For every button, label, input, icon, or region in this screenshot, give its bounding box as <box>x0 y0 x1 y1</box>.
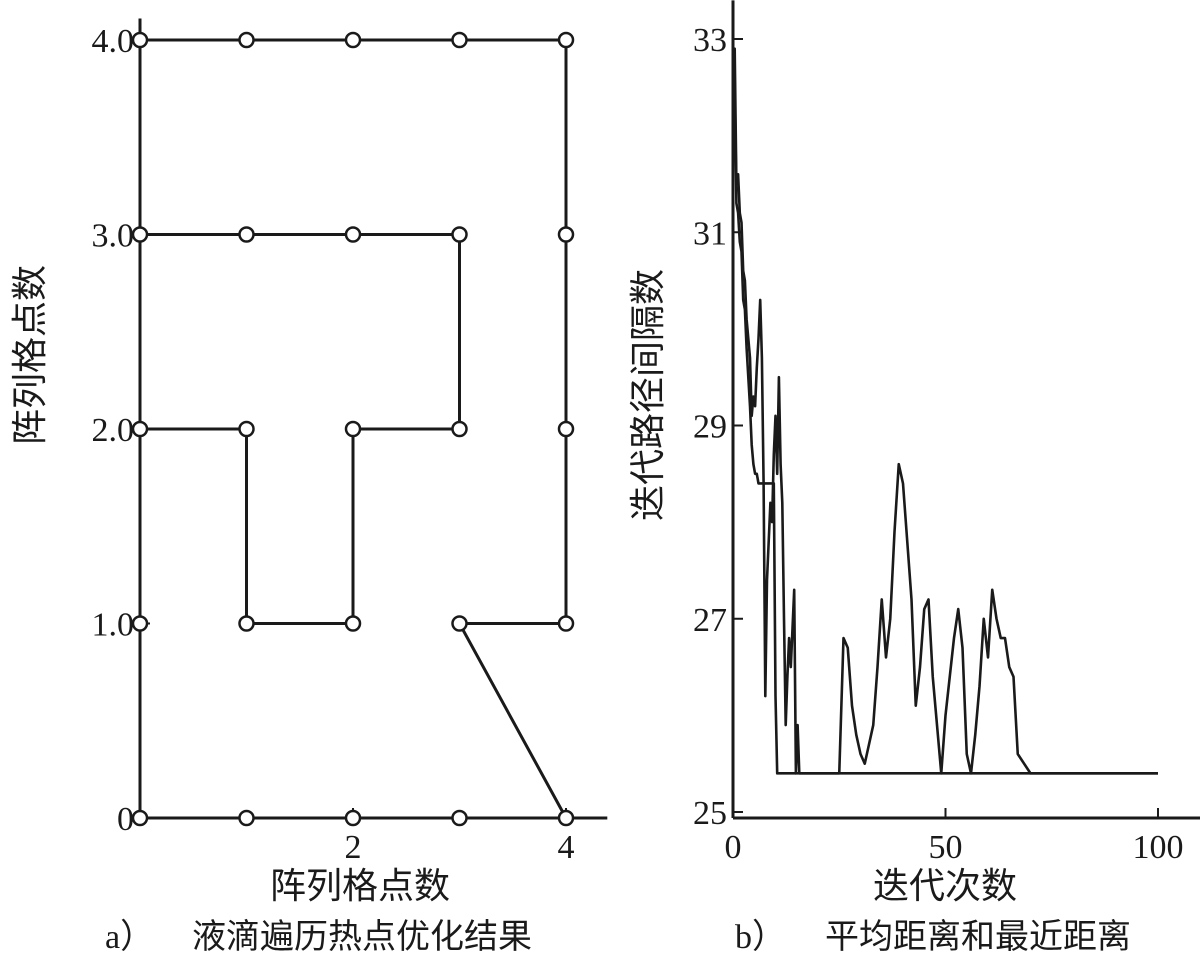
panel-a-marker <box>344 809 362 827</box>
panel-b-ticks: 0 50 100 25 27 29 31 33 <box>693 22 1184 866</box>
panel-b-series <box>731 47 1158 775</box>
panel-a-marker <box>557 615 575 632</box>
panel-a-path-line <box>138 38 568 820</box>
panel-a-marker <box>344 226 362 243</box>
panel-a-marker <box>451 420 468 438</box>
panel-b-axes <box>731 0 1200 820</box>
panel-b-x-tick-label: 0 <box>725 829 742 866</box>
panel-b-chart: 0 50 100 25 27 29 31 33 迭代次数 迭代路径间隔数 b） 平均距离和最近… <box>628 0 1200 957</box>
panel-a-marker <box>557 31 575 49</box>
panel-a-xlabel: 阵列格点数 <box>270 866 450 907</box>
panel-b-y-tick-label: 33 <box>693 22 727 59</box>
panel-b-series-1-line <box>731 47 1158 775</box>
panel-a-markers <box>131 31 575 827</box>
panel-a-marker <box>131 615 149 632</box>
panel-b-y-tick-label: 27 <box>693 602 727 639</box>
panel-b-y-tick-label: 29 <box>693 409 727 446</box>
panel-a-path <box>138 38 568 820</box>
panel-a-marker <box>238 420 255 438</box>
panel-b-caption: 平均距离和最近距离 <box>825 917 1131 957</box>
panel-a-marker <box>238 31 255 49</box>
panel-a-x-tick-label: 2 <box>345 829 362 866</box>
panel-a-marker <box>131 809 149 827</box>
panel-a-marker <box>451 809 468 827</box>
panel-a-y-tick-label: 0 <box>117 801 134 838</box>
panel-a-marker <box>344 615 362 632</box>
panel-a-x-tick-label: 4 <box>558 829 575 866</box>
panel-a-marker <box>131 226 149 243</box>
panel-a-ylabel: 阵列格点数 <box>10 265 51 445</box>
panel-a-axes <box>138 18 608 820</box>
panel-a-marker <box>557 420 575 438</box>
panel-a-y-tick-label: 2.0 <box>92 412 135 449</box>
panel-a-marker <box>451 615 468 632</box>
panel-b-x-tick-label: 100 <box>1133 829 1184 866</box>
panel-a-ticks: 2 4 0 1.0 2.0 3.0 4.0 <box>92 23 575 866</box>
panel-a-marker <box>238 809 255 827</box>
panel-a-marker <box>557 809 575 827</box>
panel-b-subplot-label: b） <box>735 918 786 956</box>
panel-a-y-tick-label: 4.0 <box>92 23 135 60</box>
panel-a-subplot-label: a） <box>105 918 154 956</box>
panel-b-ylabel: 迭代路径间隔数 <box>628 269 669 521</box>
panel-b-x-tick-label: 50 <box>929 829 963 866</box>
panel-a-chart: 2 4 0 1.0 2.0 3.0 4.0 阵列格点数 阵列格点数 a） 液滴遍历热点优化结… <box>10 18 608 957</box>
panel-a-marker <box>238 226 255 243</box>
panel-a-caption: 液滴遍历热点优化结果 <box>192 917 532 957</box>
panel-a-marker <box>131 31 149 49</box>
panel-a-marker <box>451 31 468 49</box>
panel-a-y-tick-label: 1.0 <box>92 607 135 644</box>
panel-a-marker <box>557 226 575 243</box>
panel-b-series-2-line <box>731 76 1158 775</box>
panel-b-xlabel: 迭代次数 <box>873 866 1017 907</box>
panel-a-y-tick-label: 3.0 <box>92 218 135 255</box>
panel-a-marker <box>451 226 468 243</box>
panel-a-marker <box>344 31 362 49</box>
panel-a-marker <box>344 420 362 438</box>
panel-b-y-tick-label: 25 <box>693 795 727 832</box>
panel-b-y-tick-label: 31 <box>693 215 727 252</box>
panel-a-marker <box>131 420 149 438</box>
panel-a-marker <box>238 615 255 632</box>
